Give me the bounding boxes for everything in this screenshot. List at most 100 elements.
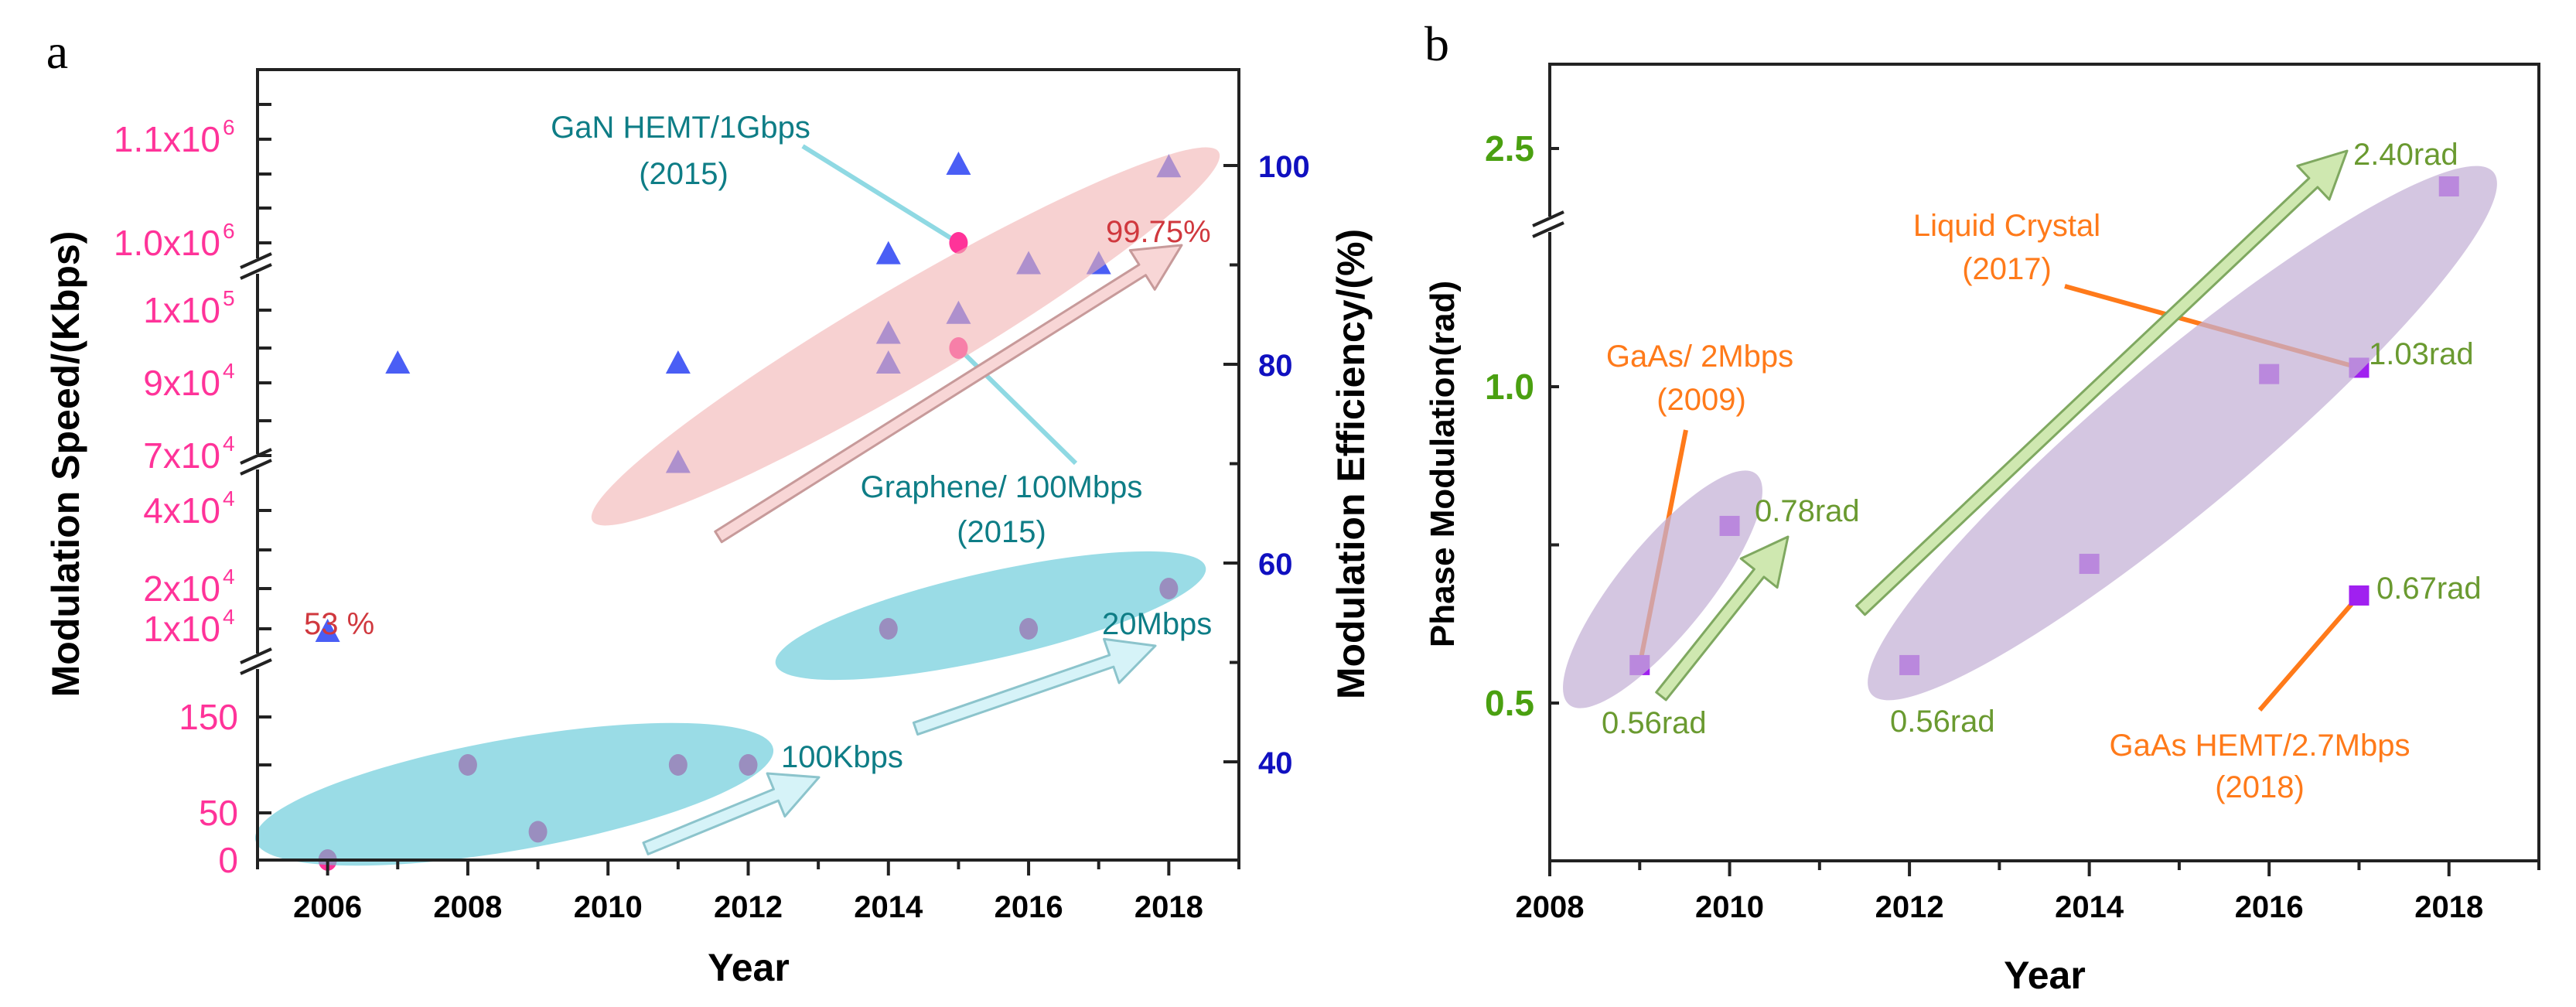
x-tick-label: 2008 (1516, 890, 1585, 924)
x-tick-label: 2010 (1695, 890, 1764, 924)
y-tick-label: 50 (199, 793, 238, 833)
axis-break-mark (240, 263, 272, 280)
data-label-0-67rad: 0.67rad (2376, 572, 2482, 606)
liquid-crystal-annotation-year: (2017) (1962, 252, 2052, 286)
y-tick-exponent: 4 (223, 486, 235, 510)
x-tick-label: 2018 (2414, 890, 2483, 924)
panel-a-x-axis-title: Year (708, 946, 790, 989)
y-tick-label: 1.0x10 (114, 223, 220, 263)
graphene-leader-line (957, 346, 1078, 466)
y-tick-label: 1.0 (1485, 367, 1534, 407)
gaas-annotation-title: GaAs/ 2Mbps (1606, 340, 1793, 374)
phase-trend-arrow-late (1855, 149, 2349, 616)
efficiency-data-point (315, 618, 340, 642)
axis-break-mark (240, 459, 272, 476)
graphene-annotation-title: Graphene/ 100Mbps (861, 470, 1143, 504)
y2-tick-label: 40 (1258, 746, 1293, 780)
y-tick-label: 0 (218, 840, 238, 880)
phase-region-early (1563, 470, 1762, 708)
y-tick-label: 2x10 (143, 568, 220, 609)
gan-leader-line (801, 144, 960, 245)
efficiency-trend-arrow (714, 244, 1183, 544)
x-tick-label: 2014 (2055, 890, 2124, 924)
graphene-annotation-year: (2015) (957, 515, 1046, 549)
efficiency-data-point (665, 350, 691, 374)
gaas-hemt-leader-line (2257, 593, 2361, 712)
phase-region-late (1868, 166, 2497, 701)
rate-20mbps-label: 20Mbps (1102, 607, 1212, 641)
y-tick-label: 1x10 (143, 609, 220, 649)
y-tick-exponent: 4 (223, 359, 235, 383)
x-tick-label: 2006 (293, 890, 362, 924)
efficiency-data-point (946, 152, 971, 175)
y2-tick-label: 80 (1258, 349, 1293, 383)
y-tick-label: 1x10 (143, 290, 220, 330)
axis-break-mark (240, 658, 272, 675)
highlight-regions (254, 147, 2497, 866)
axis-break-mark (1532, 210, 1564, 227)
gan-annotation-year: (2015) (639, 157, 728, 191)
x-tick-label: 2016 (2235, 890, 2304, 924)
panel-b-x-axis-title: Year (2004, 954, 2086, 997)
data-label-0-78rad: 0.78rad (1755, 494, 1860, 528)
liquid-crystal-annotation-title: Liquid Crystal (1913, 209, 2100, 243)
y-tick-label: 1.1x10 (114, 119, 220, 159)
efficiency-data-point (875, 241, 901, 265)
gaas-annotation-year: (2009) (1656, 383, 1746, 417)
gan-annotation-title: GaN HEMT/1Gbps (551, 111, 810, 145)
axis-break-mark (240, 647, 272, 664)
y2-tick-label: 60 (1258, 548, 1293, 582)
phase-trend-arrow-early (1655, 535, 1790, 701)
speed-trend-arrow-kbps (642, 772, 821, 855)
y-tick-exponent: 4 (223, 565, 235, 589)
y-tick-exponent: 6 (223, 115, 235, 139)
y-tick-label: 7x10 (143, 435, 220, 476)
y-tick-label: 2.5 (1485, 128, 1534, 169)
y-tick-label: 4x10 (143, 490, 220, 531)
axis-break-mark (240, 252, 272, 269)
rate-100kbps-label: 100Kbps (781, 740, 903, 774)
x-tick-label: 2012 (1875, 890, 1944, 924)
efficiency-region-high (591, 147, 1220, 526)
panel-b-y-axis-title: Phase Modulation(rad) (1424, 281, 1462, 647)
x-tick-label: 2016 (995, 890, 1063, 924)
data-label-0-56rad-2012: 0.56rad (1890, 705, 1995, 739)
trend-arrows (642, 149, 2349, 855)
x-tick-label: 2014 (854, 890, 923, 924)
panel-b-plot-frame (1548, 63, 2540, 862)
efficiency-data-point (385, 350, 411, 374)
y-tick-exponent: 4 (223, 432, 235, 456)
axis-break-mark (1532, 221, 1564, 238)
panel-b-label: b (1424, 16, 1449, 71)
gaas-hemt-annotation-title: GaAs HEMT/2.7Mbps (2109, 729, 2410, 763)
gaas-hemt-annotation-year: (2018) (2215, 770, 2305, 804)
panel-a-label: a (46, 24, 68, 79)
efficiency-high-label: 99.75% (1106, 215, 1211, 249)
y-tick-label: 9x10 (143, 363, 220, 403)
y-tick-exponent: 4 (223, 605, 235, 629)
y-tick-exponent: 5 (223, 286, 235, 310)
axis-break-mark (240, 448, 272, 465)
x-tick-label: 2008 (433, 890, 502, 924)
x-tick-label: 2018 (1134, 890, 1203, 924)
speed-data-point (949, 232, 968, 254)
data-label-1-03rad: 1.03rad (2369, 337, 2474, 371)
data-label-2-40rad: 2.40rad (2353, 138, 2458, 172)
x-tick-label: 2012 (714, 890, 783, 924)
data-label-0-56rad-2009: 0.56rad (1602, 706, 1707, 740)
x-tick-label: 2010 (574, 890, 643, 924)
efficiency-low-label: 53 % (304, 607, 374, 641)
speed-region-mbps (775, 551, 1206, 681)
panel-a-y2-axis-title: Modulation Efficiency/(%) (1329, 229, 1373, 699)
axes (240, 63, 2540, 876)
speed-trend-arrow-mbps (912, 637, 1157, 736)
y2-tick-label: 100 (1258, 150, 1310, 184)
phase-data-point (2349, 585, 2370, 606)
speed-region-kbps (254, 722, 774, 866)
y-tick-label: 0.5 (1485, 683, 1534, 723)
y-tick-exponent: 6 (223, 219, 235, 243)
y-tick-label: 150 (179, 697, 238, 737)
panel-a-y-axis-title: Modulation Speed/(Kbps) (44, 231, 87, 698)
